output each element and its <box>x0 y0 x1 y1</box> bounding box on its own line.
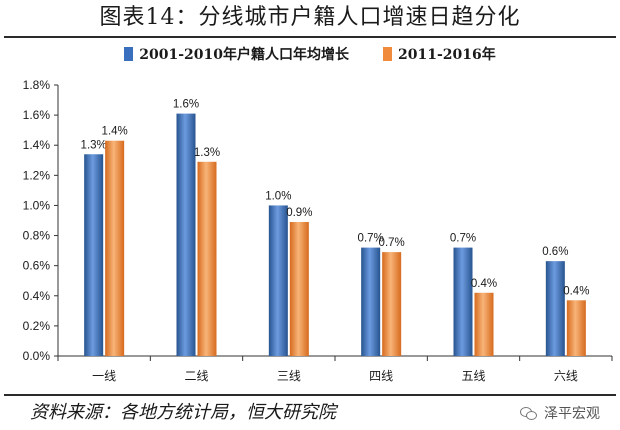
bar-series-1 <box>361 247 381 356</box>
x-category-label: 一线 <box>92 369 116 383</box>
data-label: 1.4% <box>102 126 128 138</box>
data-label: 0.7% <box>450 233 476 245</box>
y-tick-label: 0.6% <box>23 259 51 273</box>
data-label: 0.7% <box>379 237 405 249</box>
watermark: 泽平宏观 <box>520 402 600 424</box>
bar-series-2 <box>382 252 402 356</box>
x-category-label: 六线 <box>554 369 578 383</box>
bar-series-2 <box>197 161 217 356</box>
bar-series-2 <box>474 292 494 356</box>
data-label: 0.6% <box>542 246 568 258</box>
source-note: 资料来源：各地方统计局，恒大研究院 <box>30 402 336 423</box>
data-label: 0.4% <box>471 278 497 290</box>
y-tick-label: 1.2% <box>23 168 51 182</box>
data-label: 1.0% <box>265 190 291 202</box>
bar-series-1 <box>176 113 196 356</box>
x-category-label: 二线 <box>184 369 208 383</box>
y-tick-label: 0.8% <box>23 229 51 243</box>
title-divider <box>4 36 616 38</box>
watermark-text: 泽平宏观 <box>544 406 600 422</box>
bar-series-2 <box>566 300 586 356</box>
legend-item-series-1: 2001-2010年户籍人口年均增长 <box>124 44 349 64</box>
y-tick-label: 1.6% <box>23 108 51 122</box>
bar-series-2 <box>289 222 309 356</box>
y-tick-label: 1.4% <box>23 138 51 152</box>
chart-title: 图表14：分线城市户籍人口增速日趋分化 <box>99 5 521 30</box>
data-label: 1.6% <box>173 99 199 111</box>
data-label: 0.7% <box>358 233 384 245</box>
bar-series-1 <box>545 261 565 356</box>
bar-series-1 <box>453 247 473 356</box>
x-category-label: 五线 <box>461 369 485 383</box>
data-label: 1.3% <box>81 139 107 151</box>
wechat-icon <box>520 406 538 420</box>
data-label: 0.4% <box>563 285 589 297</box>
data-label: 1.3% <box>194 147 220 159</box>
x-category-label: 三线 <box>277 369 301 383</box>
bar-series-1 <box>84 154 104 356</box>
legend-label-series-2: 2011-2016年 <box>398 47 496 63</box>
legend-label-series-1: 2001-2010年户籍人口年均增长 <box>139 47 349 63</box>
bar-series-2 <box>105 140 125 356</box>
y-tick-label: 1.0% <box>23 198 51 212</box>
y-tick-label: 1.8% <box>23 78 51 92</box>
y-tick-label: 0.4% <box>23 289 51 303</box>
x-category-label: 四线 <box>369 369 393 383</box>
bar-series-1 <box>268 205 288 356</box>
footer-divider <box>4 394 616 396</box>
data-label: 0.9% <box>286 207 312 219</box>
legend-swatch-blue <box>124 47 134 61</box>
y-tick-label: 0.0% <box>23 349 51 363</box>
chart-legend: 2001-2010年户籍人口年均增长 2011-2016年 <box>0 44 620 64</box>
y-tick-label: 0.2% <box>23 319 51 333</box>
legend-swatch-orange <box>383 47 392 61</box>
legend-item-series-2: 2011-2016年 <box>383 44 496 64</box>
